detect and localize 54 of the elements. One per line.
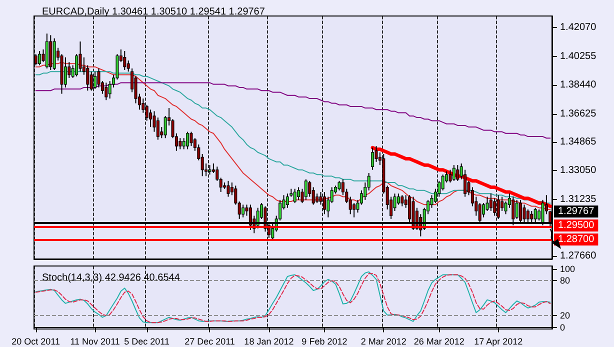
candlestick	[178, 138, 182, 150]
candlestick	[316, 193, 319, 204]
category-label: 2 Mar 2012	[360, 336, 406, 346]
candlestick	[78, 41, 82, 72]
y-tick-label: 1.34865	[560, 136, 597, 148]
candlestick	[482, 202, 486, 218]
ref-line-label: 1.29767	[558, 206, 595, 218]
y-tick-label: 1.42070	[560, 22, 597, 34]
candlestick	[515, 199, 518, 220]
y-tick-label: 1.31235	[560, 194, 597, 205]
y-tick-label: 20	[560, 310, 570, 321]
candlestick	[149, 109, 152, 128]
candlestick	[226, 180, 230, 198]
candlestick	[104, 82, 108, 101]
candlestick	[371, 147, 374, 170]
y-tick-label: 1.36625	[560, 108, 597, 120]
category-label: 9 Feb 2012	[302, 336, 348, 346]
category-label: 26 Mar 2012	[414, 336, 464, 346]
candlestick	[396, 193, 400, 206]
y-tick-label: 1.33050	[560, 165, 597, 176]
candlestick	[338, 180, 341, 191]
category-label: 27 Dec 2011	[184, 336, 235, 346]
candlestick	[456, 164, 460, 182]
category-label: 18 Jan 2012	[244, 336, 294, 346]
y-tick-label: 100	[560, 264, 576, 274]
category-label: 20 Oct 2011	[12, 336, 60, 346]
candlestick	[448, 169, 452, 183]
candlestick	[64, 56, 67, 88]
candlestick	[190, 131, 193, 147]
chart-title: EURCAD,Daily 1.30461 1.30510 1.29541 1.29767	[42, 6, 266, 18]
candlestick	[304, 178, 308, 200]
ref-line-label: 1.29500	[558, 220, 595, 232]
candlestick	[441, 174, 444, 191]
y-tick-label: 80	[560, 276, 570, 286]
category-label: 11 Nov 2011	[70, 336, 120, 346]
category-label: 5 Dec 2011	[124, 336, 170, 346]
candlestick	[452, 164, 456, 182]
candlestick	[293, 188, 296, 204]
candlestick	[400, 194, 404, 207]
y-tick-label: 1.38440	[560, 80, 597, 91]
candlestick	[75, 54, 78, 77]
candlestick	[286, 193, 289, 208]
candlestick	[123, 50, 126, 71]
ref-line-label: 1.28700	[558, 234, 595, 246]
text: Stoch(14,3,3) 42.9426 40.6544	[42, 272, 180, 284]
candlestick	[297, 186, 300, 200]
category-label: 17 Apr 2012	[474, 336, 523, 346]
y-tick-label: 0	[560, 322, 566, 332]
candlestick	[186, 131, 190, 150]
candlestick	[242, 204, 245, 218]
y-tick-label: 1.40255	[560, 50, 597, 62]
candlestick	[38, 50, 42, 66]
y-tick-label: 1.27660	[560, 250, 597, 262]
candlestick	[352, 202, 356, 218]
